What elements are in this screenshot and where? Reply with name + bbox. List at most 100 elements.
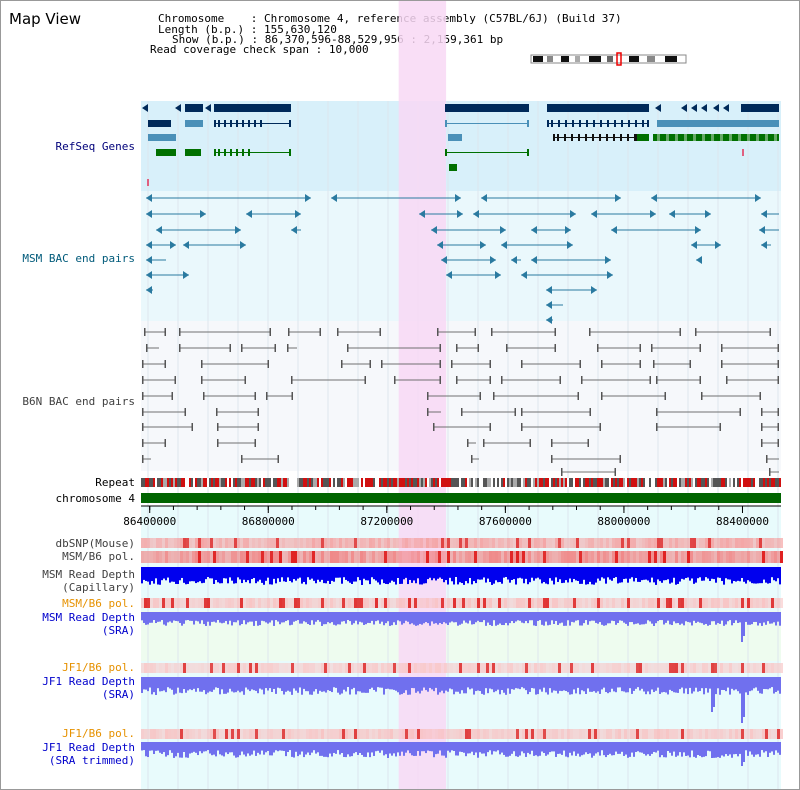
msm-b6-pol-density [750,551,753,563]
jf1-depth-trim-bar [513,742,515,752]
dbsnp-density [168,538,171,548]
msm-b6-pol-density [543,551,546,563]
msm-depth-sra-bar [619,612,621,621]
dbsnp-density [273,538,276,548]
jf1-b6-pol-density [336,663,339,673]
dbsnp-density [720,538,723,548]
refseq-exon [642,120,644,127]
repeat-element [181,478,183,487]
msm-depth-cap-bar [697,567,699,579]
b6n-bac-end [577,392,579,400]
msm-b6-pol-density [249,551,252,563]
dbsnp-density [315,538,318,548]
dbsnp-density [378,538,381,548]
msm-bac-end [531,226,537,234]
jf1-b6-pol-density [420,663,423,673]
repeat-element [719,478,721,487]
repeat-element [149,478,151,487]
repeat-element [757,478,759,487]
msm-bac-end [457,210,463,218]
msm-depth-cap-bar [489,567,491,583]
jf1-b6-pol-trim-density [444,729,447,739]
dbsnp-density [675,538,678,548]
repeat-element [199,478,201,487]
jf1-depth-trim-bar [533,742,535,756]
msm-depth-cap-bar [401,567,403,584]
jf1-b6-pol-density [666,663,669,673]
dbsnp-density [450,538,453,548]
repeat-element [623,478,625,487]
b6n-bac-end [379,328,381,336]
msm-depth-cap-bar [199,567,201,582]
jf1-depth-sra-bar [247,677,249,690]
dbsnp-density [423,538,426,548]
msm-depth-sra-bar [161,612,163,621]
repeat-element [193,478,195,487]
msm-b6-pol-sra-density [483,598,486,608]
jf1-depth-trim-bar [463,742,465,753]
jf1-b6-pol-trim-density [216,729,219,739]
ideogram-band [665,56,677,62]
msm-b6-pol-sra-density [144,598,147,608]
msm-depth-cap-bar [545,567,547,584]
jf1-depth-trim-bar [403,742,405,756]
msm-depth-sra-bar [579,612,581,626]
jf1-depth-sra-bar [185,677,187,693]
jf1-depth-sra-bar [671,677,673,692]
msm-depth-sra-bar [371,612,373,621]
refseq-exon [218,149,220,156]
dbsnp-density [321,538,324,548]
msm-depth-cap-bar [475,567,477,584]
jf1-depth-sra-bar [491,677,493,690]
dbsnp-density [261,538,264,548]
msm-depth-cap-bar [241,567,243,584]
msm-depth-sra-bar [557,612,559,625]
b6n-bac-end [656,408,658,416]
jf1-b6-pol-density [636,663,639,673]
msm-depth-cap-bar [493,567,495,584]
msm-depth-cap-bar [631,567,633,578]
msm-depth-sra-bar [203,612,205,625]
msm-b6-pol-sra-density [414,598,417,608]
ideogram-band [547,56,553,62]
jf1-b6-pol-density [246,663,249,673]
msm-b6-pol-density [210,551,213,563]
msm-depth-sra-bar [505,612,507,623]
msm-depth-sra-bar [679,612,681,625]
msm-b6-pol-sra-density [570,598,573,608]
jf1-depth-sra-bar [293,677,295,689]
msm-depth-sra-bar [555,612,557,621]
msm-depth-cap-bar [497,567,499,583]
jf1-depth-sra-bar [533,677,535,689]
msm-depth-cap-bar [337,567,339,578]
msm-depth-cap-bar [691,567,693,579]
jf1-depth-sra-bar [409,677,411,695]
dbsnp-density [486,538,489,548]
msm-depth-sra-bar [495,612,497,626]
msm-depth-sra-bar [667,612,669,621]
jf1-depth-sra-bar [615,677,617,693]
msm-depth-cap-bar [651,567,653,578]
msm-b6-pol-sra-density [555,598,558,608]
jf1-b6-pol-density [759,663,762,673]
b6n-bac-end [319,328,321,336]
msm-depth-cap-bar [711,567,713,579]
repeat-element [677,478,679,487]
msm-depth-cap-bar [405,567,407,578]
b6n-bac-end [769,328,771,336]
msm-b6-pol-density [309,551,312,563]
msm-b6-pol-density [354,551,357,563]
msm-depth-sra-bar [605,612,607,626]
jf1-b6-pol-trim-density [285,729,288,739]
jf1-b6-pol-density [234,663,237,673]
jf1-b6-pol-trim-density [636,729,639,739]
msm-depth-cap-bar [737,567,739,581]
jf1-depth-trim-bar [697,742,699,755]
msm-depth-cap-bar [731,567,733,584]
jf1-depth-trim-bar [641,742,643,753]
msm-depth-sra-bar [657,612,659,622]
msm-b6-pol-sra-density [186,598,189,608]
jf1-depth-trim-bar [539,742,541,756]
repeat-element [667,478,669,487]
